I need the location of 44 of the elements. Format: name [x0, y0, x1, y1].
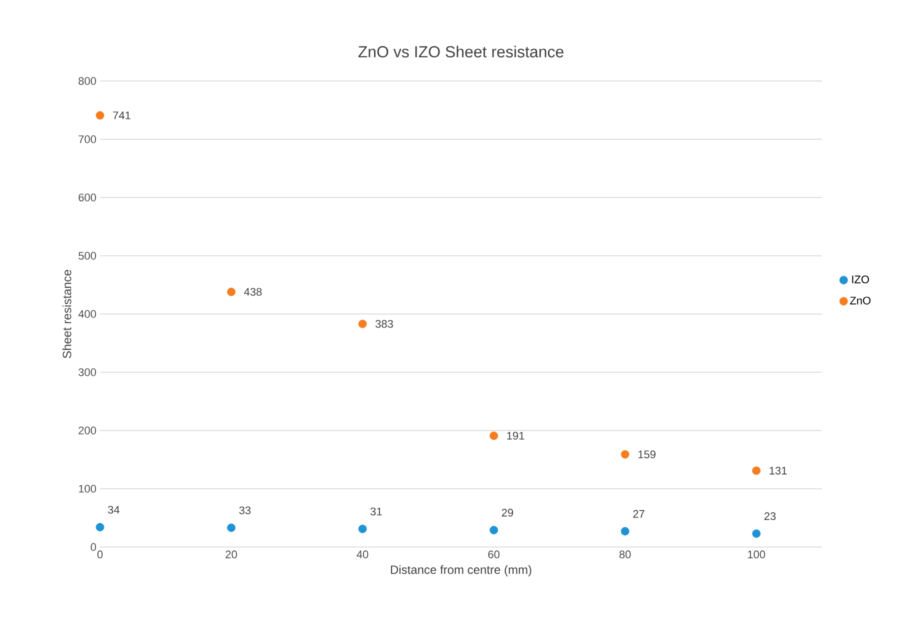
- y-tick-label: 100: [78, 484, 96, 493]
- point: [227, 524, 236, 532]
- data-label: 34: [108, 506, 120, 514]
- y-tick-label: 700: [78, 135, 96, 144]
- data-label: 131: [770, 466, 787, 475]
- y-tick-label: 500: [78, 252, 96, 260]
- data-label: 159: [638, 450, 656, 458]
- data-label: 191: [507, 432, 524, 440]
- data-label: 33: [239, 506, 251, 514]
- data-label: 383: [376, 320, 393, 328]
- data-label: 29: [502, 508, 514, 517]
- y-tick-label: 300: [78, 368, 96, 376]
- point: [227, 288, 236, 296]
- y-tick-label: 400: [78, 310, 96, 318]
- data-label: 31: [370, 508, 382, 516]
- y-tick-label: 200: [78, 426, 96, 434]
- data-label: 23: [764, 512, 776, 520]
- x-tick-label: 0: [97, 550, 103, 558]
- point: [490, 432, 498, 440]
- point: [96, 111, 104, 120]
- legend-label: ZnO: [850, 296, 871, 304]
- point: [490, 526, 498, 534]
- data-label: 438: [244, 288, 262, 296]
- x-axis-title: Distance from centre (mm): [390, 565, 532, 576]
- point: [752, 466, 761, 475]
- x-tick-label: 80: [619, 550, 631, 558]
- x-tick-label: 40: [356, 550, 368, 558]
- point: [620, 527, 630, 536]
- x-tick-label: 20: [226, 550, 237, 558]
- point: [752, 529, 761, 538]
- x-tick-label: 60: [488, 550, 500, 558]
- point: [358, 320, 367, 328]
- y-tick-label: 600: [78, 194, 96, 202]
- x-tick-label: 100: [748, 550, 766, 558]
- data-label: 27: [633, 510, 644, 518]
- point: [358, 524, 367, 534]
- data-label: 741: [113, 112, 130, 120]
- y-axis-title: Sheet resistance: [62, 270, 72, 358]
- point: [96, 522, 104, 532]
- legend-label: IZO: [852, 276, 869, 284]
- y-tick-label: 0: [90, 543, 96, 551]
- point: [620, 450, 630, 459]
- y-tick-label: 800: [78, 77, 96, 85]
- chart-title: ZnO vs IZO Sheet resistance: [358, 46, 564, 58]
